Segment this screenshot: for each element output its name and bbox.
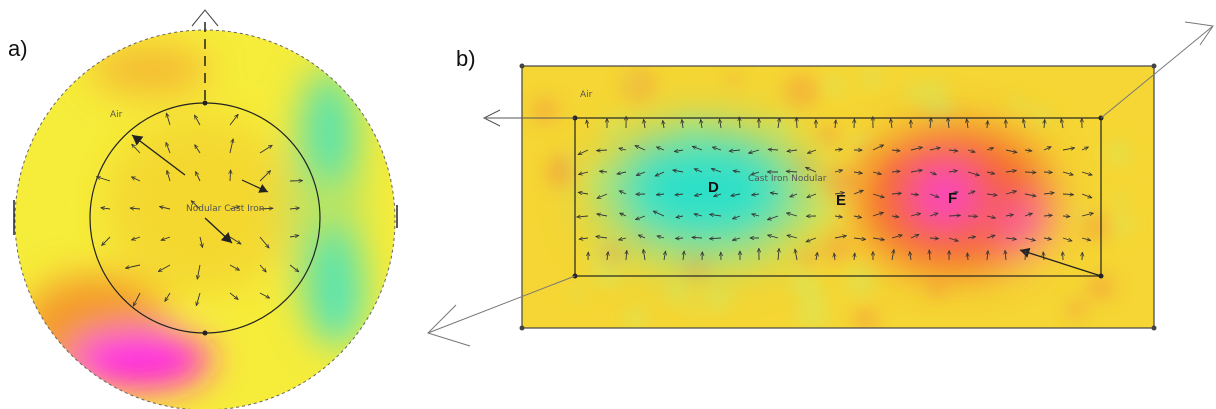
field-arrow — [1063, 216, 1070, 217]
panel-b-arrowhead — [1185, 22, 1213, 45]
field-speckle — [571, 285, 585, 299]
field-speckle — [665, 281, 688, 304]
panel-a-orange-top — [90, 45, 210, 95]
point-label-e: E — [836, 192, 846, 209]
field-speckle — [818, 124, 840, 146]
field-speckle — [1009, 98, 1025, 114]
point-label-f: F — [948, 190, 957, 207]
field-speckle — [851, 132, 871, 152]
panel-a-node-bottom — [203, 331, 208, 336]
field-speckle — [922, 96, 950, 124]
panel-b-arrowhead — [428, 305, 470, 346]
field-speckle — [1081, 211, 1112, 242]
panel-a-node-top — [203, 101, 208, 106]
field-speckle — [928, 281, 946, 299]
field-speckle — [531, 96, 560, 125]
panel-b-node — [1152, 64, 1157, 69]
panel-b-node — [520, 326, 525, 331]
field-speckle — [1066, 298, 1087, 319]
field-speckle — [1115, 194, 1128, 207]
panel-a-magenta-region — [70, 332, 210, 388]
panel-b-outer-label: Air — [580, 90, 593, 100]
field-arrow — [930, 238, 939, 239]
panel-a-inner-label: Nodular Cast Iron — [186, 204, 264, 214]
field-arrow — [230, 170, 231, 181]
panel-b-magenta-region-2 — [1005, 207, 1045, 243]
panel-a-field — [10, 25, 410, 409]
field-arrow — [967, 253, 968, 260]
field-speckle — [688, 305, 700, 317]
field-speckle — [550, 153, 573, 176]
field-speckle — [624, 307, 647, 330]
panel-a-outer-label: Air — [110, 110, 123, 120]
point-label-d: D — [708, 179, 719, 196]
field-speckle — [904, 83, 926, 105]
field-speckle — [798, 247, 818, 267]
panel-b-magenta-region — [917, 169, 973, 221]
field-arrow — [1025, 172, 1036, 173]
field-speckle — [627, 74, 641, 88]
field-speckle — [825, 76, 844, 95]
panel-b: Air Cast Iron Nodular D E F — [428, 22, 1213, 346]
field-speckle — [1112, 214, 1132, 234]
panel-b-cyan-region — [617, 135, 793, 245]
field-arrow — [796, 117, 797, 128]
panel-b-node — [1152, 326, 1157, 331]
field-speckle — [727, 72, 740, 85]
field-speckle — [862, 68, 882, 88]
panel-a: Air Nodular Cast Iron — [10, 10, 410, 409]
field-arrow — [675, 238, 683, 239]
panel-b-inner-label: Cast Iron Nodular — [748, 174, 827, 184]
field-speckle — [845, 264, 877, 296]
field-speckle — [852, 306, 879, 333]
panel-b-node — [520, 64, 525, 69]
panel-a-green-band — [285, 60, 365, 340]
field-speckle — [784, 73, 819, 108]
field-speckle — [821, 232, 852, 263]
field-speckle — [1031, 106, 1051, 126]
field-speckle — [705, 286, 731, 312]
field-speckle — [796, 297, 829, 330]
field-speckle — [602, 117, 625, 140]
field-speckle — [1107, 142, 1130, 165]
